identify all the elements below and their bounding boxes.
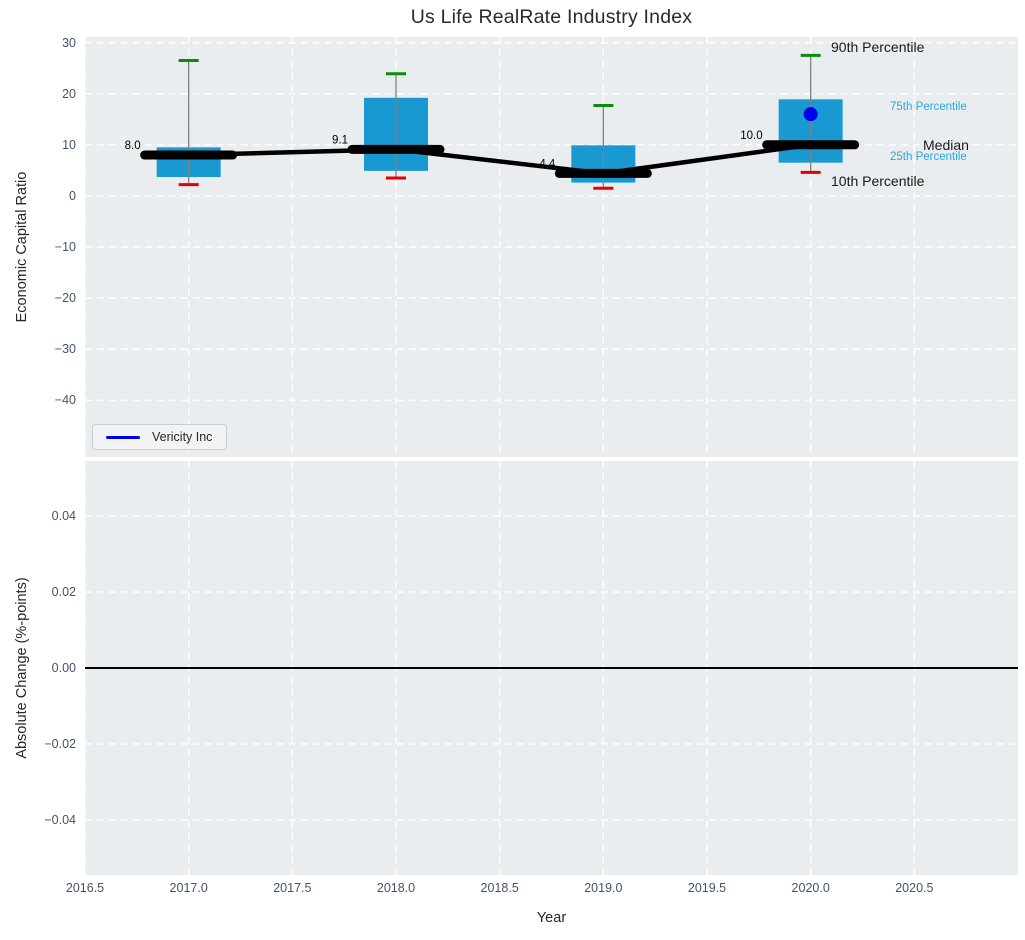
top-ytick--20: −20 [54, 291, 76, 306]
bottom-ytick--0.02: −0.02 [44, 736, 76, 751]
top-ytick--40: −40 [54, 393, 76, 408]
change-canvas [85, 461, 1018, 875]
top-ytick--10: −10 [54, 240, 76, 254]
median-value-label-2020: 10.0 [740, 130, 762, 142]
xtick-2017.5: 2017.5 [273, 881, 312, 895]
legend-box: Vericity Inc [92, 424, 228, 450]
top-ytick--30: −30 [54, 342, 76, 357]
annotation-75th-percentile: 75th Percentile [890, 101, 967, 113]
legend-line-sample [106, 435, 140, 439]
top-ytick-30: 30 [62, 35, 76, 50]
median-value-label-2019: 4.4 [539, 158, 556, 170]
top-ytick-10: 10 [62, 137, 76, 152]
xtick-2017: 2017.0 [169, 881, 208, 895]
x-axis-label: Year [536, 910, 567, 926]
bottom-ytick-0.02: 0.02 [51, 585, 76, 600]
annotation-median: Median [923, 137, 969, 153]
top-axes-plot-area: 8.0 9.1 4.4 10.0 90th Percentile 75th Percen… [85, 37, 1018, 457]
xtick-2019: 2019.0 [584, 881, 623, 895]
annotation-25th-percentile: 25th Percentile [890, 151, 967, 163]
median-trend-line [188, 142, 811, 176]
median-value-label-2018: 9.1 [332, 134, 348, 146]
bottom-ytick--0.04: −0.04 [44, 812, 76, 827]
chart-title: Us Life RealRate Industry Index [410, 6, 693, 28]
xtick-2016.5: 2016.5 [65, 881, 105, 895]
legend-label: Vericity Inc [152, 430, 213, 444]
bottom-axes-plot-area [85, 461, 1018, 875]
annotation-10th-percentile: 10th Percentile [831, 173, 925, 189]
company-point [803, 107, 818, 122]
annotation-90th-percentile: 90th Percentile [831, 39, 925, 55]
xtick-2019.5: 2019.5 [687, 881, 727, 895]
xtick-2020: 2020.0 [791, 881, 830, 895]
xtick-2020.5: 2020.5 [895, 881, 934, 895]
axes-background [85, 37, 1018, 457]
xtick-2018: 2018.0 [376, 881, 416, 895]
xtick-2018.5: 2018.5 [480, 881, 519, 895]
median-value-label-2017: 8.0 [125, 140, 141, 152]
top-ytick-0: 0 [69, 188, 76, 203]
bottom-ytick-0: 0.00 [51, 661, 76, 675]
boxplot-canvas: 8.0 9.1 4.4 10.0 [85, 37, 1018, 457]
top-ytick-20: 20 [62, 86, 76, 101]
bottom-ytick-0.04: 0.04 [51, 509, 76, 524]
